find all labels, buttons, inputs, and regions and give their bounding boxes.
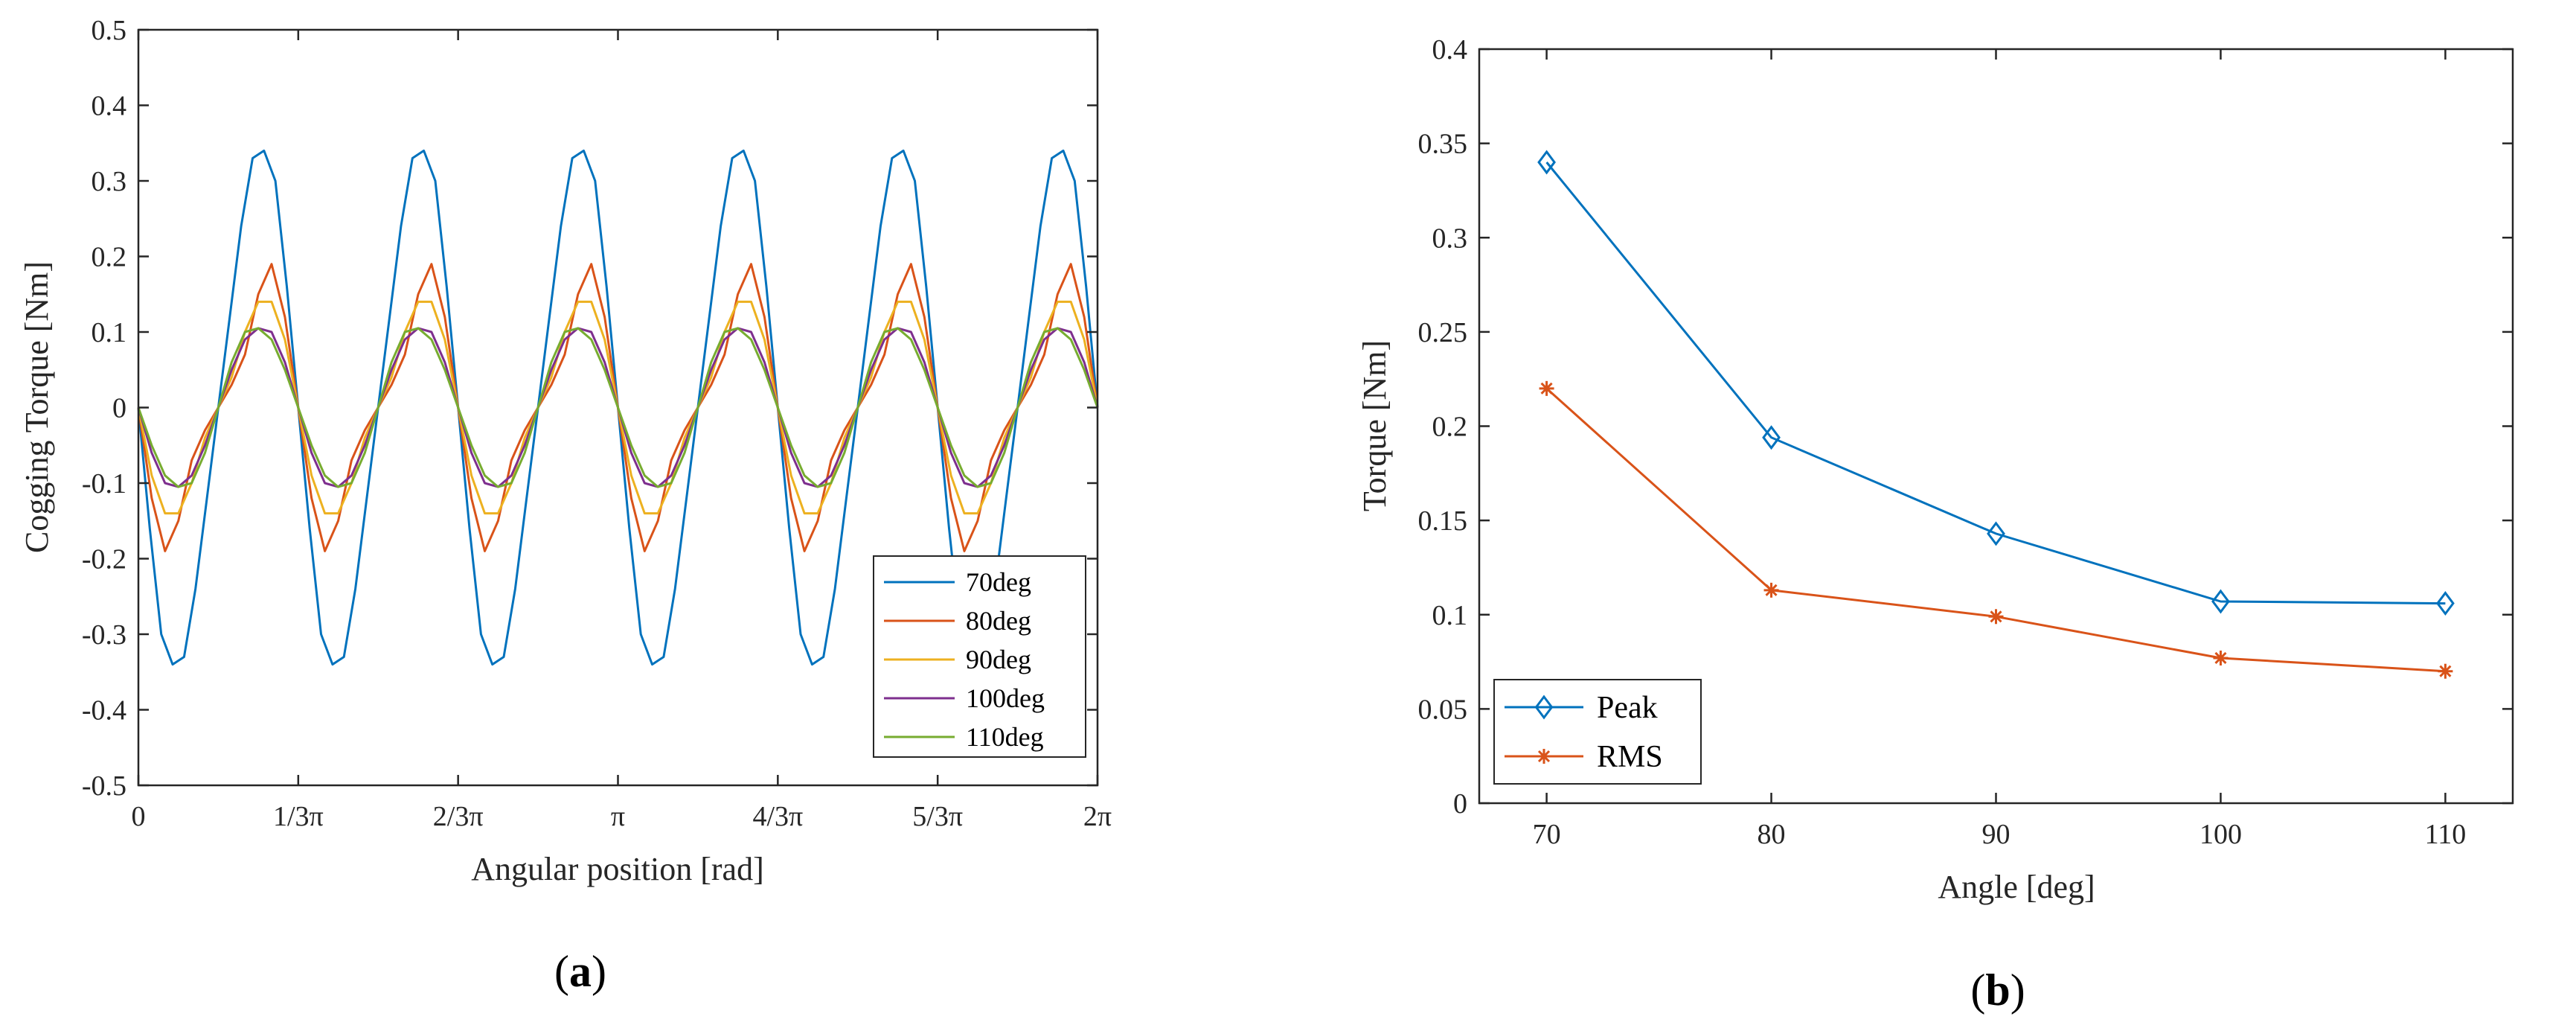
chart-b-ytick-label: 0.4 xyxy=(1432,34,1468,66)
chart-b-ticks: 70 80 90 100 110 0 0.05 0.1 0.15 0.2 0.25 0.3 0.35 0.… xyxy=(1418,34,2513,850)
chart-b-point-rms xyxy=(2438,663,2453,679)
chart-a-panel-label: (a) xyxy=(554,947,606,996)
chart-b-xlabel: Angle [deg] xyxy=(1938,869,2095,905)
chart-b-point-rms xyxy=(1763,582,1779,598)
chart-b-xtick-label: 100 xyxy=(2199,819,2242,850)
chart-b-ytick-label: 0.05 xyxy=(1418,694,1468,725)
chart-a-xtick-label: 4/3π xyxy=(752,801,803,832)
chart-b-xtick-label: 90 xyxy=(1982,819,2011,850)
chart-a-ytick-label: -0.5 xyxy=(82,770,126,802)
chart-b-series-line-peak xyxy=(1545,162,2446,605)
chart-b-legend-marker xyxy=(1537,749,1551,764)
chart-a-legend-label: 110deg xyxy=(966,722,1044,752)
chart-b-point-peak xyxy=(2211,589,2230,614)
chart-a-ytick-label: 0.2 xyxy=(92,242,127,273)
chart-b-xtick-label: 70 xyxy=(1533,819,1561,850)
chart-b-point-rms xyxy=(2213,650,2229,665)
chart-b-point-peak xyxy=(1537,150,1556,175)
chart-a-ytick-label: -0.4 xyxy=(82,695,126,727)
chart-b-xtick-label: 80 xyxy=(1758,819,1786,850)
chart-b-series-lines xyxy=(1537,150,2455,679)
chart-b-ytick-label: 0 xyxy=(1453,788,1467,820)
chart-b-legend-box xyxy=(1493,679,1702,785)
chart-a-xtick-label: π xyxy=(611,801,625,832)
chart-a: 0 1/3π 2/3π π 4/3π 5/3π 2π -0.5 -0.4 -0.3 -0.2 -0.1… xyxy=(19,15,1112,996)
chart-b-series-line-rms xyxy=(1545,387,2446,673)
chart-b-legend-marker xyxy=(1534,695,1554,720)
chart-a-xtick-label: 2π xyxy=(1083,801,1112,832)
chart-a-legend-label: 70deg xyxy=(966,567,1031,597)
chart-a-xtick-label: 0 xyxy=(132,801,146,832)
chart-b: 70 80 90 100 110 0 0.05 0.1 0.15 0.2 0.25 0.3 0.35 0.… xyxy=(1356,34,2514,1015)
chart-b-ytick-label: 0.2 xyxy=(1432,412,1468,443)
chart-b-ytick-label: 0.3 xyxy=(1432,223,1468,254)
chart-b-legend-label: RMS xyxy=(1597,740,1663,774)
chart-a-ytick-label: -0.3 xyxy=(82,619,126,651)
chart-b-point-peak xyxy=(1762,425,1781,450)
chart-a-series-lines xyxy=(137,149,1099,666)
chart-b-panel-label: (b) xyxy=(1970,965,2025,1015)
chart-a-legend-label: 90deg xyxy=(966,645,1031,674)
chart-a-legend: 70deg 80deg 90deg 100deg 110deg xyxy=(873,555,1086,758)
chart-b-ylabel: Torque [Nm] xyxy=(1356,340,1393,511)
chart-a-ytick-label: 0.1 xyxy=(92,317,127,348)
chart-a-xlabel: Angular position [rad] xyxy=(471,851,763,887)
chart-b-point-rms xyxy=(1988,609,2004,625)
chart-b-ytick-label: 0.35 xyxy=(1418,129,1468,160)
chart-b-legend: Peak RMS xyxy=(1493,679,1702,785)
chart-b-xtick-label: 110 xyxy=(2425,819,2467,850)
chart-a-ytick-label: -0.2 xyxy=(82,544,126,575)
chart-a-xtick-label: 5/3π xyxy=(912,801,963,832)
chart-a-xtick-label: 2/3π xyxy=(433,801,484,832)
chart-b-point-rms xyxy=(1539,380,1554,396)
chart-a-series-line-110deg xyxy=(137,327,1099,488)
chart-a-legend-box xyxy=(873,555,1086,758)
chart-a-xtick-label: 1/3π xyxy=(273,801,324,832)
chart-b-ytick-label: 0.1 xyxy=(1432,600,1468,631)
chart-b-ytick-label: 0.25 xyxy=(1418,317,1468,348)
chart-b-point-peak xyxy=(2436,591,2455,616)
chart-a-ytick-label: 0.5 xyxy=(92,15,127,46)
chart-b-legend-label: Peak xyxy=(1597,691,1658,725)
chart-a-ticks: 0 1/3π 2/3π π 4/3π 5/3π 2π -0.5 -0.4 -0.3 -0.2 -0.1… xyxy=(82,15,1112,832)
chart-b-ytick-label: 0.15 xyxy=(1418,505,1468,537)
chart-a-ytick-label: -0.1 xyxy=(82,468,126,499)
chart-a-ytick-label: 0.3 xyxy=(92,166,127,197)
chart-a-ytick-label: 0 xyxy=(112,393,126,424)
chart-a-legend-label: 80deg xyxy=(966,606,1031,636)
chart-b-point-peak xyxy=(1987,521,2005,546)
chart-a-legend-label: 100deg xyxy=(966,683,1045,713)
chart-a-ytick-label: 0.4 xyxy=(92,91,127,122)
chart-a-ylabel: Cogging Torque [Nm] xyxy=(19,261,55,553)
